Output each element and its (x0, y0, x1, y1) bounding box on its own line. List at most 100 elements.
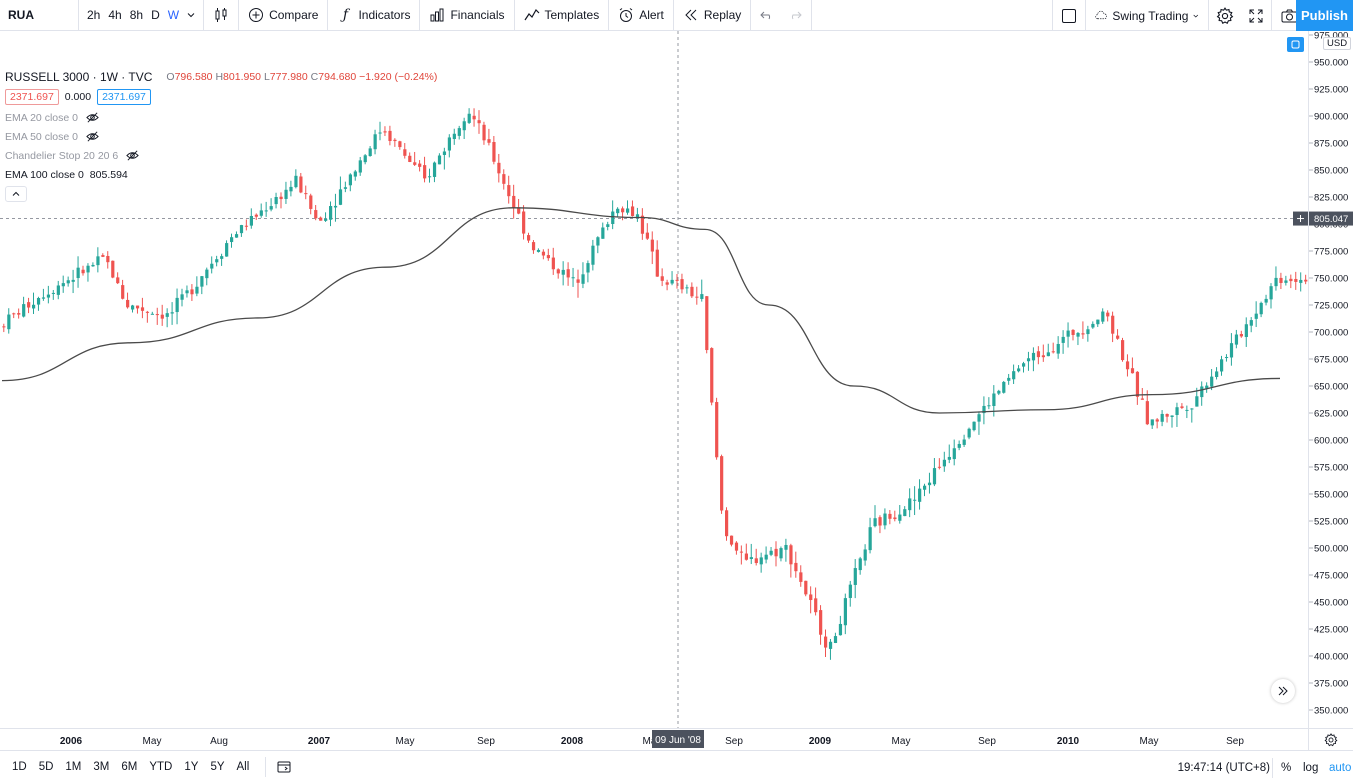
candle-body (1076, 332, 1080, 337)
candle-body (893, 517, 897, 520)
range-1m[interactable]: 1M (65, 761, 82, 773)
buy-price[interactable]: 2371.697 (97, 89, 151, 105)
range-6m[interactable]: 6M (121, 761, 138, 773)
alert-button[interactable]: Alert (609, 0, 673, 31)
candle-body (116, 277, 120, 284)
layout-menu[interactable]: Swing Trading (1086, 0, 1208, 31)
candle-body (1061, 336, 1065, 343)
symbol-title[interactable]: RUSSELL 3000 · 1W · TVC (5, 69, 153, 84)
undo-icon[interactable] (759, 7, 775, 23)
time-label: Aug (210, 736, 228, 747)
interval-d[interactable]: D (151, 8, 160, 22)
indicator-ema100[interactable]: EMA 100 close 0 805.594 (5, 165, 437, 184)
time-label: May (396, 736, 415, 747)
collapse-legend-button[interactable] (5, 186, 27, 202)
interval-dropdown-icon[interactable] (183, 8, 199, 22)
compare-button[interactable]: Compare (239, 0, 327, 31)
price-chart[interactable] (0, 31, 1308, 728)
candle-body (76, 267, 80, 279)
candles-icon (215, 8, 227, 22)
publish-button[interactable]: Publish (1296, 0, 1353, 31)
replay-button[interactable]: Replay (674, 0, 750, 31)
candle-body (1269, 286, 1273, 300)
indicator-chandelier[interactable]: Chandelier Stop 20 20 6 (5, 146, 437, 165)
select-tool-button[interactable] (1053, 0, 1085, 31)
candle-body (432, 162, 437, 177)
candle-body (913, 499, 917, 501)
candle-body (1234, 334, 1239, 345)
add-alert-plus-icon[interactable] (1293, 211, 1308, 226)
bar-chart-icon (430, 8, 444, 22)
candle-body (1259, 302, 1263, 315)
layout-name: Swing Trading (1112, 8, 1189, 23)
scroll-to-realtime-button[interactable] (1271, 679, 1295, 703)
price-scale[interactable]: 975.000 950.000 925.000 900.000 875.000 850.0… (1308, 31, 1353, 728)
percent-toggle[interactable]: % (1281, 761, 1292, 774)
goto-date-icon[interactable] (276, 759, 292, 775)
candle-body (903, 509, 907, 517)
currency-label[interactable]: USD (1323, 37, 1352, 50)
indicator-ema20[interactable]: EMA 20 close 0 (5, 108, 437, 127)
interval-w[interactable]: W (167, 8, 180, 22)
financials-button[interactable]: Financials (420, 0, 513, 31)
candle-body (611, 211, 615, 225)
candle-body (764, 554, 768, 560)
candle-body (289, 186, 293, 192)
eye-hidden-icon[interactable] (86, 111, 99, 124)
candle-body (512, 195, 516, 209)
candle-body (1007, 377, 1011, 381)
settings-button[interactable] (1209, 0, 1241, 31)
eye-hidden-icon[interactable] (86, 130, 99, 143)
chart-type-button[interactable] (204, 0, 238, 31)
axis-settings-button[interactable] (1308, 728, 1353, 750)
ohlc-values: O796.580 H801.950 L777.980 C794.680 −1.9… (166, 70, 438, 83)
candle-body (264, 210, 268, 212)
fullscreen-button[interactable] (1241, 0, 1271, 31)
symbol-search[interactable]: RUA (8, 8, 34, 22)
candle-body (215, 259, 219, 263)
lock-scale-button[interactable] (1287, 37, 1304, 52)
candle-body (343, 187, 348, 189)
range-5y[interactable]: 5Y (210, 761, 225, 773)
templates-button[interactable]: Templates (515, 0, 609, 31)
candle-body (269, 206, 273, 210)
candle-body (774, 548, 778, 557)
indicators-button[interactable]: ƒ Indicators (328, 0, 419, 31)
candle-body (507, 185, 511, 197)
time-axis[interactable]: 2006 May Aug 2007 May Sep 2008 May Sep 2009 May Sep… (0, 728, 1308, 750)
price-tick-label: 500.000 (1314, 544, 1348, 555)
interval-2h[interactable]: 2h (87, 8, 101, 22)
range-3m[interactable]: 3M (93, 761, 110, 773)
candle-body (527, 235, 531, 241)
candle-body (81, 269, 85, 274)
chart-pane[interactable]: RUSSELL 3000 · 1W · TVC O796.580 H801.95… (0, 31, 1308, 728)
alarm-clock-icon (619, 8, 633, 22)
candle-body (1036, 351, 1041, 358)
indicator-ema50[interactable]: EMA 50 close 0 (5, 127, 437, 146)
candle-body (190, 289, 194, 295)
eye-hidden-icon[interactable] (126, 149, 139, 162)
range-5d[interactable]: 5D (38, 761, 54, 773)
candle-body (1101, 311, 1105, 322)
candle-body (126, 299, 130, 308)
range-ytd[interactable]: YTD (149, 761, 173, 773)
log-toggle[interactable]: log (1303, 761, 1319, 774)
candle-body (185, 290, 189, 294)
candle-body (744, 553, 748, 560)
candle-body (1041, 355, 1045, 358)
clock[interactable]: 19:47:14 (UTC+8) (1177, 761, 1270, 774)
range-1d[interactable]: 1D (12, 761, 27, 773)
price-scale-icon (1291, 40, 1300, 49)
candle-body (1165, 413, 1169, 417)
interval-4h[interactable]: 4h (108, 8, 122, 22)
range-1y[interactable]: 1Y (184, 761, 199, 773)
interval-8h[interactable]: 8h (129, 8, 144, 22)
candle-body (655, 249, 659, 277)
alert-label: Alert (639, 8, 664, 22)
candle-body (1190, 408, 1194, 410)
sell-price[interactable]: 2371.697 (5, 89, 59, 105)
crosshair-price-badge (1309, 211, 1353, 226)
auto-toggle[interactable]: auto (1329, 761, 1352, 774)
range-all[interactable]: All (236, 761, 250, 773)
redo-icon[interactable] (787, 7, 803, 23)
